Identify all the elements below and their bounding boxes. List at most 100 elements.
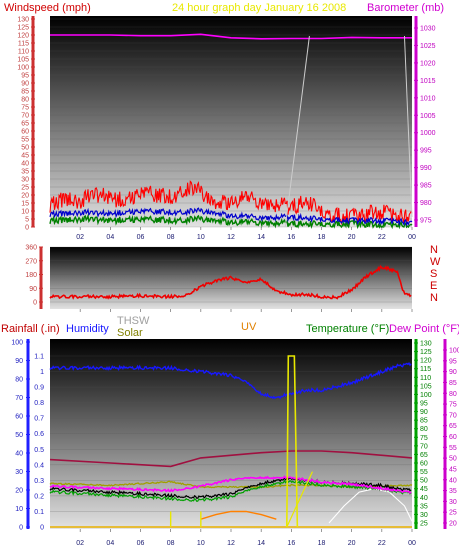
climate-x-tick-label: 02 (76, 540, 84, 547)
temperature-tick-label: 35 (420, 503, 428, 510)
wind-tick-label: 50 (21, 145, 29, 152)
wind-tick-label: 75 (21, 105, 29, 112)
temperature-legend: Temperature (°F) (306, 323, 389, 335)
temperature-tick-label: 105 (420, 383, 432, 390)
wind-tick-label: 100 (17, 65, 29, 72)
temperature-tick-label: 95 (420, 401, 428, 408)
humidity-tick-label: 90 (15, 358, 23, 365)
wind-x-tick-label: 18 (318, 234, 326, 241)
direction-tick-label: 90 (29, 286, 37, 293)
uv-legend: UV (241, 321, 257, 333)
wind-tick-label: 55 (21, 137, 29, 144)
rainfall-tick-label: 0.7 (34, 416, 44, 423)
direction-tick-label: 360 (25, 245, 37, 252)
barometer-tick-label: 1030 (420, 26, 436, 33)
rainfall-tick-label: 1 (40, 369, 44, 376)
rainfall-tick-label: 0.6 (34, 431, 44, 438)
dewpoint-series-line (49, 475, 412, 494)
windspeed-axis-label: Windspeed (mph) (4, 2, 91, 14)
dewpoint-tick-label: 65 (449, 423, 457, 430)
rainfall-legend: Rainfall (.in) (1, 323, 60, 335)
solar-decay-line (286, 471, 313, 528)
chart-title: 24 hour graph day January 16 2008 (172, 2, 346, 14)
humidity-tick-label: 70 (15, 395, 23, 402)
temperature-tick-label: 45 (420, 486, 428, 493)
dewpoint-tick-label: 70 (449, 412, 457, 419)
humidity-tick-label: 30 (15, 469, 23, 476)
rainfall-tick-label: 1.1 (34, 354, 44, 361)
dewpoint-tick-label: 20 (449, 521, 457, 528)
dewpoint-tick-label: 50 (449, 456, 457, 463)
humidity-tick-label: 0 (19, 525, 23, 532)
barometer-tick-label: 1015 (420, 78, 436, 85)
inside-temperature-series-line (49, 450, 413, 468)
temperature-tick-label: 130 (420, 341, 432, 348)
wind-tick-label: 30 (21, 177, 29, 184)
compass-label: W (430, 256, 441, 268)
temperature-tick-label: 75 (420, 435, 428, 442)
temperature-tick-label: 50 (420, 478, 428, 485)
wind-x-tick-label: 22 (378, 234, 386, 241)
dewpoint-tick-label: 60 (449, 434, 457, 441)
barometer-tick-label: 975 (420, 218, 432, 225)
wind-tick-label: 130 (17, 17, 29, 24)
wind-tick-label: 15 (21, 201, 29, 208)
wind-tick-label: 35 (21, 169, 29, 176)
wind-x-tick-label: 10 (197, 234, 205, 241)
dewpoint-tick-label: 85 (449, 380, 457, 387)
humidity-tick-label: 100 (11, 340, 23, 347)
dewpoint-tick-label: 55 (449, 445, 457, 452)
low-wind-series-line (49, 213, 413, 230)
dewpoint-tick-label: 45 (449, 466, 457, 473)
wind-tick-label: 0 (25, 225, 29, 232)
wind-tick-label: 20 (21, 193, 29, 200)
wind-x-tick-label: 04 (106, 234, 114, 241)
wind-tick-label: 125 (17, 25, 29, 32)
barometer-tick-label: 1020 (420, 60, 436, 67)
wind-tick-label: 120 (17, 33, 29, 40)
wind-direction-series-line (49, 264, 412, 300)
direction-tick-label: 0 (33, 300, 37, 307)
temperature-tick-label: 120 (420, 358, 432, 365)
dewpoint-tick-label: 40 (449, 477, 457, 484)
average-wind-series-line (49, 207, 413, 227)
barometer-tick-label: 980 (420, 200, 432, 207)
humidity-tick-label: 60 (15, 414, 23, 421)
temperature-tick-label: 125 (420, 349, 432, 356)
wind-tick-label: 90 (21, 81, 29, 88)
rainfall-tick-label: 0 (40, 525, 44, 532)
climate-x-tick-label: 22 (378, 540, 386, 547)
climate-x-tick-label: 16 (287, 540, 295, 547)
wind-tick-label: 110 (18, 49, 29, 56)
temperature-tick-label: 110 (420, 375, 431, 382)
wind-x-tick-label: 12 (227, 234, 235, 241)
humidity-tick-label: 80 (15, 377, 23, 384)
direction-tick-label: 180 (25, 272, 37, 279)
rainfall-tick-label: 0.2 (34, 493, 44, 500)
dewpoint-tick-label: 95 (449, 358, 457, 365)
temperature-tick-label: 65 (420, 452, 428, 459)
barometer-tick-label: 1025 (420, 43, 436, 50)
temperature-tick-label: 80 (420, 426, 428, 433)
dewpoint-tick-label: 75 (449, 402, 457, 409)
compass-label: S (430, 268, 437, 280)
barometer-tick-label: 1010 (420, 95, 436, 102)
temperature-tick-label: 70 (420, 443, 428, 450)
wind-tick-label: 45 (21, 153, 29, 160)
temperature-tick-label: 115 (420, 366, 431, 373)
dewpoint-tick-label: 35 (449, 488, 457, 495)
rainfall-tick-label: 0.8 (34, 400, 44, 407)
temperature-tick-label: 40 (420, 495, 428, 502)
humidity-tick-label: 40 (15, 451, 23, 458)
temperature-tick-label: 55 (420, 469, 428, 476)
wind-x-tick-label: 02 (76, 234, 84, 241)
wind-tick-label: 105 (17, 57, 29, 64)
compass-label: N (430, 244, 438, 256)
wind-tick-label: 25 (21, 185, 29, 192)
compass-label: N (430, 292, 438, 304)
wind-tick-label: 60 (21, 129, 29, 136)
rainfall-tick-label: 0.1 (34, 509, 44, 516)
barometer-tick-label: 995 (420, 148, 432, 155)
